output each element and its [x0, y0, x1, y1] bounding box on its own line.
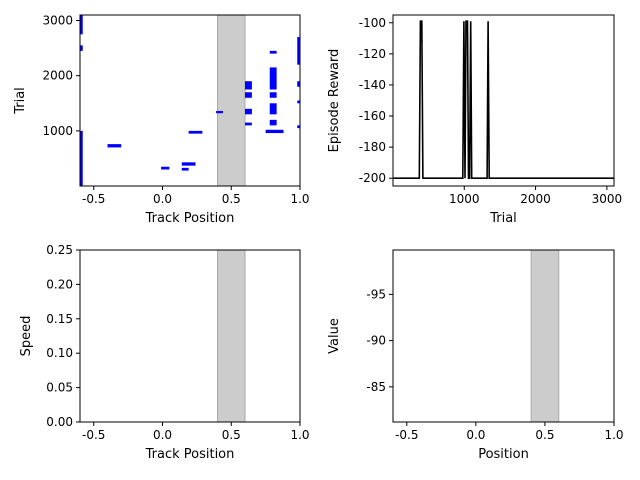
panel-value: -0.5 0.0 0.5 1.0 -95 -90 -85 Position Value: [327, 249, 624, 462]
x-axis-ticks: 1000 2000 3000: [449, 186, 622, 206]
axes-frame: [392, 249, 615, 423]
x-tick-label: -0.5: [82, 428, 105, 442]
x-tick-label: 0.0: [466, 428, 485, 442]
y-tick-label: 3000: [42, 14, 73, 28]
position-marker: [269, 67, 277, 90]
x-tick-label: 0.0: [153, 192, 172, 206]
position-marker: [297, 100, 300, 104]
x-tick-label: -0.5: [395, 428, 418, 442]
x-axis-label: Track Position: [145, 447, 235, 462]
y-tick-label: -90: [366, 334, 386, 348]
position-marker: [181, 167, 189, 171]
panel-speed: -0.5 0.0 0.5 1.0 0.00 0.05 0.10 0.15 0.20 0.25 T…: [19, 243, 310, 462]
y-axis-label: Speed: [19, 316, 34, 357]
x-tick-label: 3000: [592, 192, 623, 206]
y-axis-ticks: -95 -90 -85: [366, 287, 393, 394]
y-tick-label: -120: [359, 47, 386, 61]
y-tick-label: 0.10: [46, 346, 73, 360]
x-tick-label: 2000: [520, 192, 551, 206]
x-tick-label: -0.5: [82, 192, 105, 206]
y-tick-label: 1000: [42, 124, 73, 138]
y-tick-label: 0.25: [46, 243, 73, 257]
position-marker: [245, 108, 252, 115]
position-marker: [269, 92, 277, 98]
position-marker: [269, 50, 277, 54]
reward-line: [393, 20, 614, 179]
x-axis-ticks: -0.5 0.0 0.5 1.0: [82, 186, 310, 206]
axes-frame: [79, 249, 301, 423]
x-axis-ticks: -0.5 0.0 0.5 1.0: [82, 422, 310, 442]
y-tick-label: -200: [359, 171, 386, 185]
x-tick-label: 0.5: [222, 428, 241, 442]
position-marker: [80, 130, 83, 186]
x-tick-label: 1.0: [290, 192, 309, 206]
position-marker: [245, 92, 252, 98]
y-axis-ticks: 0.00 0.05 0.10 0.15 0.20 0.25: [46, 243, 80, 429]
position-marker: [245, 81, 252, 90]
position-marker: [80, 15, 83, 35]
position-marker: [188, 130, 203, 134]
x-tick-label: 0.5: [222, 192, 241, 206]
position-marker: [245, 122, 252, 126]
x-tick-label: 0.0: [153, 428, 172, 442]
position-marker: [297, 125, 300, 129]
y-tick-label: -95: [366, 287, 386, 301]
axes-frame: [79, 14, 301, 187]
goal-region-shade: [217, 14, 246, 187]
panel-episode-reward: 1000 2000 3000 -100 -120 -140 -160 -180 -200 Tr…: [327, 14, 622, 226]
x-tick-label: 1.0: [604, 428, 623, 442]
y-axis-ticks: 1000 2000 3000: [42, 14, 80, 138]
reward-series: [393, 20, 614, 179]
axes-frame: [392, 14, 615, 187]
position-marker: [297, 37, 300, 65]
y-axis-ticks: -100 -120 -140 -160 -180 -200: [359, 16, 393, 185]
x-tick-label: 1.0: [290, 428, 309, 442]
y-tick-label: 0.20: [46, 277, 73, 291]
y-tick-label: 0.15: [46, 312, 73, 326]
x-tick-label: 0.5: [535, 428, 554, 442]
y-tick-label: -85: [366, 380, 386, 394]
y-tick-label: 0.00: [46, 415, 73, 429]
position-marker: [265, 129, 284, 134]
position-marker: [161, 166, 170, 170]
position-marker: [269, 119, 277, 126]
y-axis-label: Trial: [13, 87, 28, 115]
y-axis-label: Episode Reward: [327, 49, 342, 153]
panel-trial-positions: -0.5 0.0 0.5 1.0 1000 2000 3000 Track Positio…: [13, 14, 310, 226]
position-marker: [269, 103, 277, 115]
x-axis-label: Trial: [489, 211, 517, 226]
y-tick-label: 0.05: [46, 381, 73, 395]
y-axis-label: Value: [327, 318, 342, 354]
y-tick-label: 2000: [42, 69, 73, 83]
position-marker: [297, 81, 300, 87]
x-axis-label: Position: [478, 447, 529, 462]
goal-region-shade: [530, 249, 560, 423]
x-axis-label: Track Position: [145, 211, 235, 226]
x-axis-ticks: -0.5 0.0 0.5 1.0: [395, 422, 624, 442]
position-marker: [80, 45, 83, 51]
x-tick-label: 1000: [449, 192, 480, 206]
goal-region-shade: [217, 249, 246, 423]
y-tick-label: -160: [359, 109, 386, 123]
y-tick-label: -100: [359, 16, 386, 30]
y-tick-label: -140: [359, 78, 386, 92]
position-marker: [216, 111, 223, 114]
y-tick-label: -180: [359, 140, 386, 154]
position-marker: [181, 162, 196, 166]
position-marker: [107, 144, 122, 148]
trial-position-markers: [80, 15, 300, 186]
